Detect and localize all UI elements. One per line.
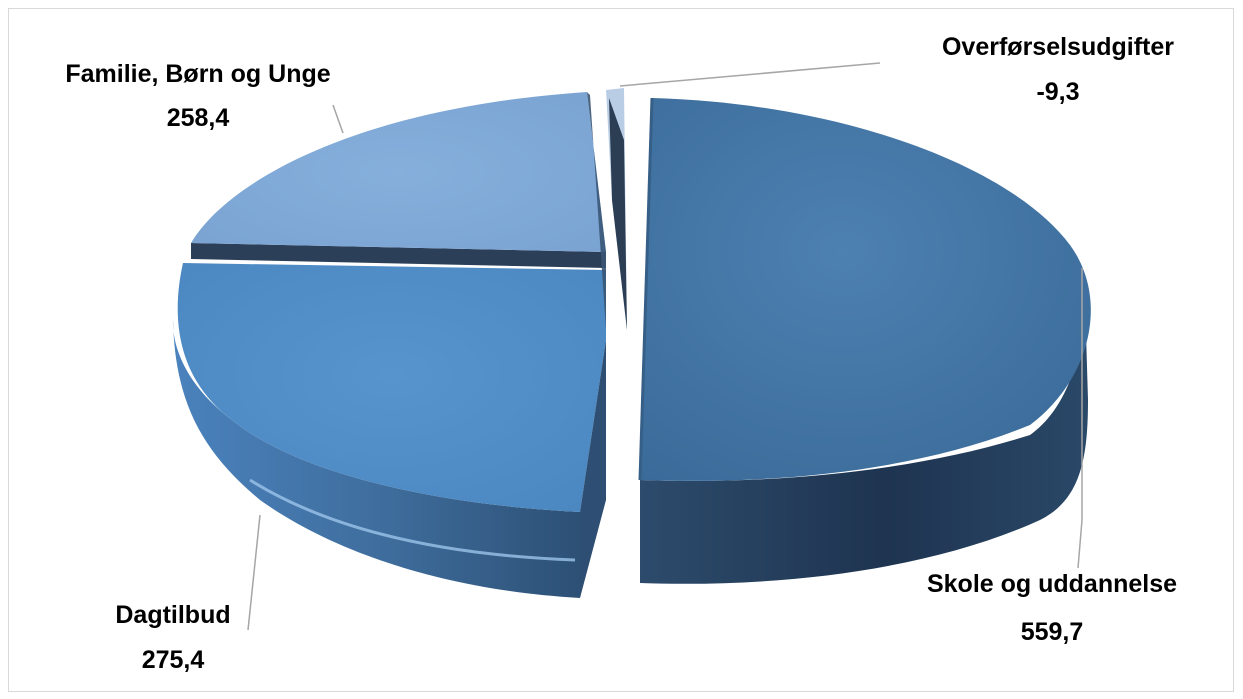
leader-line-skole: [1077, 268, 1083, 569]
slice-familie-born-og-unge-side: [191, 243, 606, 268]
data-label-dagtilbud-value: 275,4: [142, 646, 205, 674]
data-label-overforselsudgifter-value: -9,3: [1036, 78, 1079, 106]
leader-line-familie: [332, 104, 344, 134]
slice-dagtilbud-side: [172, 320, 580, 598]
slice-skole-og-uddannelse-edge: [638, 97, 654, 481]
slice-skole-og-uddannelse[interactable]: [640, 98, 1091, 481]
slice-dagtilbud-cut: [580, 340, 606, 598]
leader-line-overforsel: [619, 62, 881, 87]
leader-line-dagtilbud: [247, 514, 261, 631]
data-label-overforselsudgifter-name: Overførselsudgifter: [942, 33, 1174, 61]
data-label-dagtilbud-name: Dagtilbud: [115, 601, 230, 629]
slice-familie-born-og-unge[interactable]: [191, 92, 606, 252]
slice-skole-og-uddannelse-side: [640, 300, 1088, 584]
data-label-skole-og-uddannelse-name: Skole og uddannelse: [927, 570, 1177, 598]
data-label-familie-born-og-unge-name: Familie, Børn og Unge: [65, 60, 330, 88]
slice-dagtilbud[interactable]: [177, 263, 606, 512]
data-label-familie-born-og-unge-value: 258,4: [167, 104, 230, 132]
data-label-skole-og-uddannelse-value: 559,7: [1021, 618, 1084, 646]
slice-overforselsudgifter-side: [609, 98, 627, 330]
slice-dagtilbud-highlight: [249, 478, 576, 562]
